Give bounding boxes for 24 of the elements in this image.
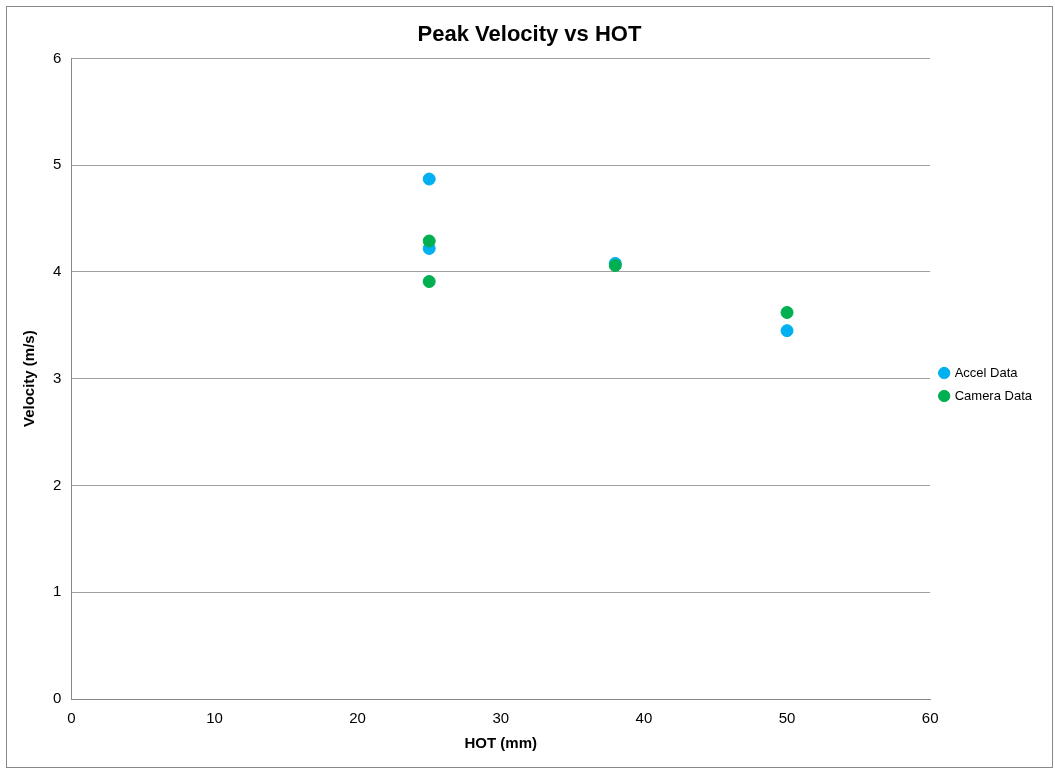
x-tick-label: 40: [635, 709, 653, 727]
point: [780, 324, 794, 338]
y-tick-label: 5: [53, 155, 62, 173]
x-axis-title: HOT (mm): [464, 734, 538, 752]
x-tick-label: 0: [67, 709, 76, 727]
x-tick-label: 20: [349, 709, 366, 727]
x-tick-label: 10: [206, 709, 223, 727]
y-axis-title: Velocity (m/s): [20, 330, 38, 428]
y-tick-label: 6: [53, 48, 62, 66]
x-tick-label: 30: [492, 709, 510, 727]
legend-label: Camera Data: [954, 387, 1033, 403]
chart-title: Peak Velocity vs HOT: [417, 21, 642, 47]
x-tick-label: 50: [778, 709, 796, 727]
point: [422, 275, 436, 289]
legend-label: Accel Data: [954, 364, 1019, 380]
point: [422, 234, 436, 248]
y-tick-label: 0: [53, 689, 62, 707]
y-tick-label: 4: [53, 262, 62, 280]
point: [422, 172, 436, 186]
y-tick-label: 2: [53, 475, 62, 493]
y-tick-label: 3: [53, 368, 62, 386]
x-tick-label: 60: [921, 709, 939, 727]
point: [780, 306, 794, 320]
y-tick-label: 1: [53, 582, 62, 600]
